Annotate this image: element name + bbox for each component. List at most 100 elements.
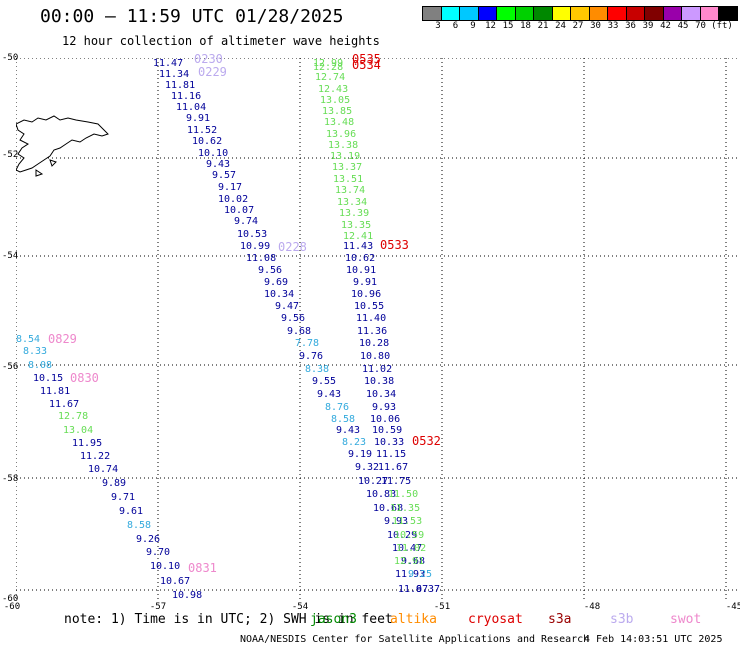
- wave-height-value: 9.43: [336, 425, 361, 436]
- wave-height-value: 10.74: [88, 464, 119, 475]
- wave-height-value: 10.83: [366, 489, 397, 500]
- wave-height-value: 9.19: [348, 449, 373, 460]
- wave-height-value: 9.37: [416, 584, 441, 595]
- wave-height-value: 11.04: [176, 102, 207, 113]
- pass-label: 0532: [412, 434, 441, 448]
- wave-height-value: 10.59: [394, 530, 425, 541]
- wave-height-value: 9.17: [218, 182, 243, 193]
- wave-height-value: 11.40: [356, 313, 387, 324]
- colorbar-swatch: [644, 6, 664, 21]
- wave-height-value: 11.36: [357, 326, 388, 337]
- wave-height-value: 10.53: [237, 229, 268, 240]
- wave-height-value: 11.47: [153, 58, 184, 69]
- colorbar-swatch: [459, 6, 479, 21]
- wave-height-value: 11.22: [80, 451, 111, 462]
- wave-height-value: 13.19: [330, 151, 361, 162]
- wave-height-value: 9.70: [146, 547, 171, 558]
- colorbar-label: 42: [660, 21, 671, 31]
- wave-height-value: 9.57: [212, 170, 237, 181]
- longitude-tick-label: -45: [725, 602, 740, 612]
- wave-height-value: 9.93: [384, 516, 409, 527]
- colorbar-label: 30: [590, 21, 601, 31]
- colorbar-label: 18: [520, 21, 531, 31]
- colorbar-swatch: [533, 6, 553, 21]
- wave-height-value: 11.53: [392, 516, 423, 527]
- wave-height-value: 13.38: [328, 140, 359, 151]
- wave-height-value: 12.91: [394, 556, 425, 567]
- satellite-legend-item: cryosat: [468, 612, 523, 627]
- wave-height-value: 13.85: [322, 106, 353, 117]
- pass-label: 0533: [380, 238, 409, 252]
- wave-height-value: 9.26: [136, 534, 161, 545]
- wave-height-value: 9.93: [372, 402, 397, 413]
- wave-height-value: 11.93: [395, 569, 426, 580]
- wave-height-value: 13.34: [337, 197, 368, 208]
- wave-height-value: 10.10: [198, 148, 229, 159]
- longitude-tick-label: -54: [291, 602, 309, 612]
- wave-height-value: 11.67: [378, 462, 409, 473]
- wave-height-value: 10.99: [240, 241, 271, 252]
- colorbar-legend: [422, 6, 738, 21]
- wave-height-value: 12.41: [343, 231, 374, 242]
- wave-height-value: 8.38: [305, 364, 330, 375]
- colorbar-swatch: [551, 6, 571, 21]
- wave-height-value: 11.02: [396, 543, 427, 554]
- wave-height-value: 11.43: [343, 241, 374, 252]
- wave-height-value: 12.99: [313, 58, 344, 69]
- wave-height-value: 9.43: [317, 389, 342, 400]
- wave-height-value: 10.91: [346, 265, 377, 276]
- pass-label: 0830: [70, 371, 99, 385]
- wave-height-value: 10.47: [392, 543, 423, 554]
- wave-height-value: 8.23: [342, 437, 367, 448]
- satellite-legend-item: swot: [670, 612, 702, 627]
- wave-height-value: 11.16: [171, 91, 202, 102]
- wave-height-value: 12.78: [58, 411, 89, 422]
- map-plot: [16, 58, 740, 600]
- colorbar-swatch: [699, 6, 719, 21]
- wave-height-value: 7.78: [295, 338, 320, 349]
- colorbar-label: 12: [485, 21, 496, 31]
- longitude-tick-label: -51: [433, 602, 451, 612]
- wave-height-value: 9.76: [299, 351, 324, 362]
- wave-height-value: 10.62: [192, 136, 223, 147]
- wave-height-value: 8.58: [127, 520, 152, 531]
- satellite-legend-item: jason3: [310, 612, 357, 627]
- colorbar-swatch: [514, 6, 534, 21]
- wave-height-value: 11.15: [376, 449, 407, 460]
- wave-height-value: 9.32: [355, 462, 380, 473]
- wave-height-value: 11.81: [165, 80, 196, 91]
- wave-height-value: 9.56: [281, 313, 306, 324]
- map-frame: 11.47 11.34 11.81 11.16 11.04 9.91 11.52 10.62 1…: [16, 52, 740, 601]
- wave-height-value: 8.58: [331, 414, 356, 425]
- page-subtitle: 12 hour collection of altimeter wave hei…: [62, 34, 380, 48]
- wave-height-value: 11.81: [40, 386, 71, 397]
- colorbar-label: (ft): [711, 21, 733, 31]
- wave-height-value: 12.74: [315, 72, 346, 83]
- colorbar-swatch: [496, 6, 516, 21]
- colorbar-swatch: [625, 6, 645, 21]
- wave-height-value: 9.68: [287, 326, 312, 337]
- wave-height-value: 10.62: [345, 253, 376, 264]
- wave-height-value: 10.55: [354, 301, 385, 312]
- colorbar-label: 36: [625, 21, 636, 31]
- wave-height-value: 9.56: [258, 265, 283, 276]
- colorbar-swatch: [440, 6, 460, 21]
- wave-height-value: 13.74: [335, 185, 366, 196]
- colorbar-swatch: [681, 6, 701, 21]
- latitude-tick-label: -58: [2, 474, 19, 484]
- satellite-legend-item: s3b: [610, 612, 634, 627]
- wave-height-value: 9.69: [264, 277, 289, 288]
- wave-height-value: 10.02: [218, 194, 249, 205]
- falkland-islands-coastline: [16, 115, 109, 177]
- wave-height-value: 10.34: [366, 389, 397, 400]
- units-note: note: 1) Time is in UTC; 2) SWH is in fe…: [64, 612, 393, 627]
- wave-height-value: 9.74: [234, 216, 259, 227]
- wave-height-value: 10.67: [160, 576, 191, 587]
- wave-height-value: 13.35: [341, 220, 372, 231]
- wave-height-value: 11.95: [72, 438, 103, 449]
- page-title: 00:00 – 11:59 UTC 01/28/2025: [40, 6, 344, 27]
- wave-height-value: 9.47: [275, 301, 300, 312]
- colorbar-swatch: [607, 6, 627, 21]
- wave-height-value: 10.34: [264, 289, 295, 300]
